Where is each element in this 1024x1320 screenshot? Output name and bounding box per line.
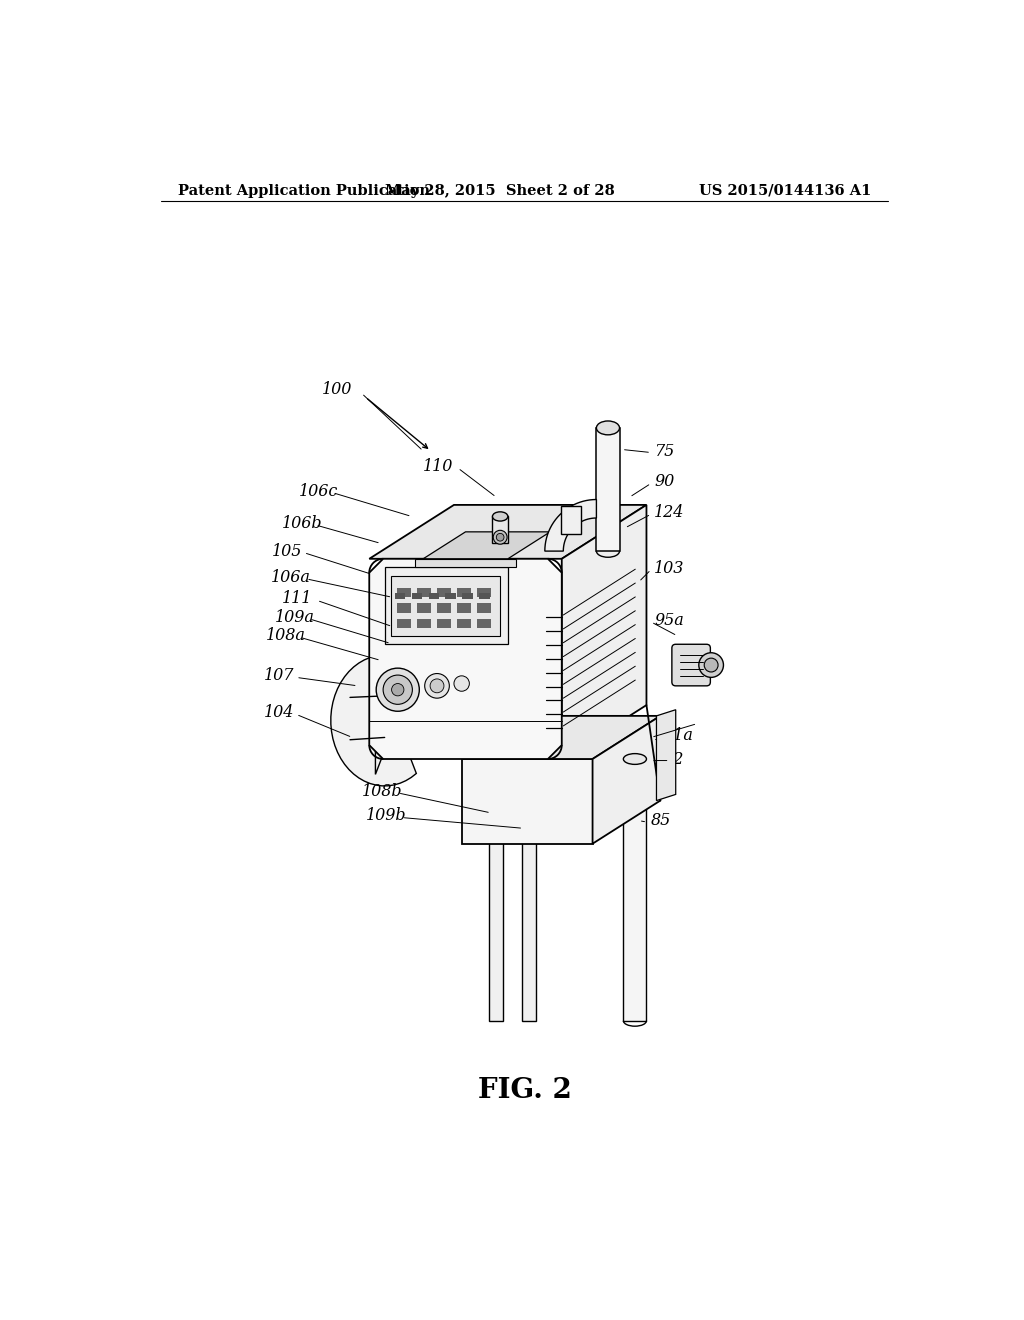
Text: 104: 104	[264, 705, 294, 721]
Polygon shape	[545, 499, 596, 552]
Bar	[417, 589, 431, 598]
Bar	[477, 603, 490, 612]
Polygon shape	[423, 532, 550, 558]
Text: FIG. 2: FIG. 2	[478, 1077, 571, 1104]
Polygon shape	[416, 558, 515, 566]
Polygon shape	[624, 759, 646, 1020]
Bar	[477, 589, 490, 598]
Circle shape	[376, 668, 419, 711]
Ellipse shape	[493, 512, 508, 521]
Bar	[417, 619, 431, 628]
Bar	[394, 593, 406, 599]
Text: May 28, 2015  Sheet 2 of 28: May 28, 2015 Sheet 2 of 28	[385, 183, 615, 198]
Text: 109a: 109a	[275, 609, 315, 626]
Text: Patent Application Publication: Patent Application Publication	[178, 183, 430, 198]
Text: 90: 90	[654, 474, 675, 490]
Circle shape	[425, 673, 450, 698]
Polygon shape	[596, 428, 620, 552]
Bar	[463, 593, 473, 599]
Bar	[445, 593, 457, 599]
Bar	[457, 619, 471, 628]
Bar	[412, 593, 422, 599]
Polygon shape	[385, 566, 508, 644]
Polygon shape	[331, 655, 417, 785]
Text: 107: 107	[264, 668, 294, 684]
Ellipse shape	[624, 754, 646, 764]
Polygon shape	[656, 710, 676, 800]
Polygon shape	[493, 516, 508, 544]
Polygon shape	[522, 840, 537, 1020]
Circle shape	[430, 678, 444, 693]
Text: 124: 124	[654, 504, 684, 521]
Text: 108b: 108b	[361, 783, 402, 800]
Text: 110: 110	[423, 458, 454, 475]
Circle shape	[497, 533, 504, 541]
Text: 106b: 106b	[282, 515, 323, 532]
FancyBboxPatch shape	[672, 644, 711, 686]
Circle shape	[698, 653, 724, 677]
Polygon shape	[391, 576, 500, 636]
Bar	[477, 619, 490, 628]
Bar	[437, 603, 451, 612]
Polygon shape	[593, 715, 660, 843]
Ellipse shape	[596, 421, 620, 434]
Bar	[417, 603, 431, 612]
Circle shape	[454, 676, 469, 692]
Polygon shape	[462, 759, 593, 843]
Bar	[457, 589, 471, 598]
Polygon shape	[562, 506, 646, 759]
Text: 106c: 106c	[298, 483, 338, 499]
Polygon shape	[370, 506, 646, 558]
Bar	[429, 593, 439, 599]
Circle shape	[494, 531, 507, 544]
Bar	[397, 603, 411, 612]
Polygon shape	[370, 558, 562, 759]
Text: 102: 102	[654, 751, 684, 767]
Text: 111: 111	[283, 590, 312, 607]
Text: 75: 75	[654, 442, 675, 459]
Bar	[397, 589, 411, 598]
Text: 108a: 108a	[266, 627, 306, 644]
Circle shape	[705, 659, 718, 672]
Text: 106a: 106a	[270, 569, 310, 586]
Text: 109b: 109b	[366, 808, 407, 825]
Bar	[437, 589, 451, 598]
Text: 100: 100	[322, 381, 352, 397]
Text: 85: 85	[650, 812, 671, 829]
Text: 95a: 95a	[654, 612, 684, 628]
Circle shape	[383, 675, 413, 705]
Bar	[479, 593, 490, 599]
Text: 101a: 101a	[654, 727, 694, 744]
Text: 103: 103	[654, 560, 684, 577]
Polygon shape	[489, 840, 503, 1020]
Polygon shape	[561, 507, 581, 535]
Bar	[397, 619, 411, 628]
Text: US 2015/0144136 A1: US 2015/0144136 A1	[699, 183, 871, 198]
Circle shape	[391, 684, 403, 696]
Text: 105: 105	[272, 543, 303, 560]
Bar	[437, 619, 451, 628]
Bar	[457, 603, 471, 612]
Polygon shape	[462, 715, 660, 759]
